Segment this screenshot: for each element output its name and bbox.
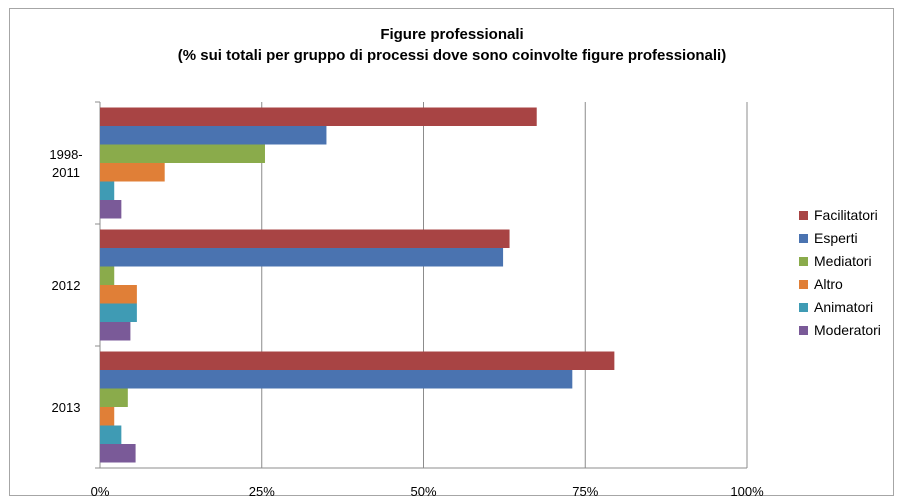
x-tick-label: 0% <box>91 484 110 499</box>
bar <box>100 181 115 200</box>
bar <box>100 163 165 182</box>
category-label: 2011 <box>52 165 80 180</box>
legend-item: Moderatori <box>799 319 881 342</box>
x-tick-label: 75% <box>572 484 598 499</box>
legend-swatch <box>799 211 808 220</box>
bar <box>100 229 510 248</box>
legend-item: Esperti <box>799 227 881 250</box>
legend-label: Animatori <box>814 299 874 315</box>
legend-swatch <box>799 257 808 266</box>
legend-swatch <box>799 234 808 243</box>
bar <box>100 126 327 145</box>
legend-swatch <box>799 326 808 335</box>
legend-label: Facilitatori <box>814 207 878 223</box>
bar <box>100 248 504 267</box>
bar <box>100 370 573 389</box>
legend-item: Animatori <box>799 296 881 319</box>
chart-title: Figure professionali (% sui totali per g… <box>0 24 904 66</box>
chart-legend: Facilitatori Esperti Mediatori Altro Animato… <box>799 204 881 342</box>
bar <box>100 407 115 426</box>
legend-item: Mediatori <box>799 250 881 273</box>
legend-item: Altro <box>799 273 881 296</box>
bar <box>100 444 136 463</box>
x-tick-label: 50% <box>410 484 436 499</box>
category-label: 2013 <box>52 400 81 415</box>
x-tick-label: 25% <box>249 484 275 499</box>
legend-item: Facilitatori <box>799 204 881 227</box>
legend-label: Mediatori <box>814 253 872 269</box>
category-label: 2012 <box>52 278 81 293</box>
bar <box>100 200 122 219</box>
bar <box>100 107 537 126</box>
category-label: 1998- <box>49 147 82 162</box>
legend-swatch <box>799 303 808 312</box>
bar <box>100 322 131 341</box>
bar <box>100 351 615 370</box>
bar <box>100 266 115 285</box>
bar <box>100 285 137 304</box>
bar <box>100 144 265 163</box>
legend-label: Esperti <box>814 230 858 246</box>
bar <box>100 303 137 322</box>
legend-label: Altro <box>814 276 843 292</box>
x-tick-label: 100% <box>730 484 764 499</box>
chart-subtitle-line: (% sui totali per gruppo di processi dov… <box>177 47 727 64</box>
bar <box>100 388 128 407</box>
legend-swatch <box>799 280 808 289</box>
legend-label: Moderatori <box>814 322 881 338</box>
chart-title-line: Figure professionali <box>380 26 524 43</box>
bar <box>100 425 122 444</box>
